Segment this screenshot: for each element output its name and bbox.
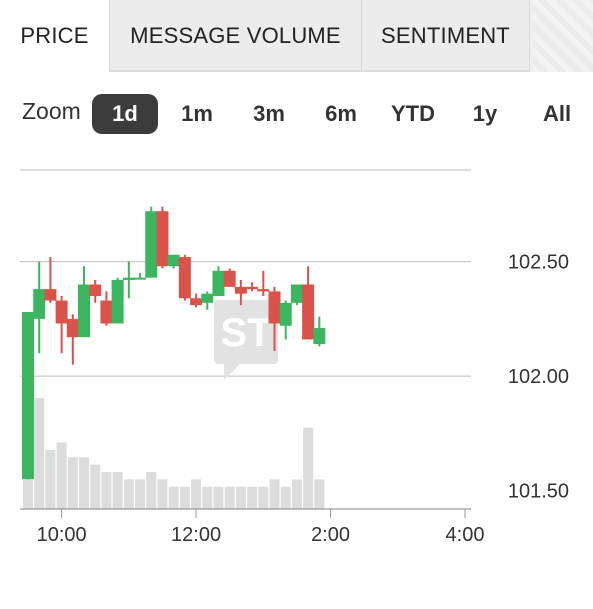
volume-bar bbox=[191, 479, 201, 509]
candle-down bbox=[100, 301, 112, 324]
volume-bar bbox=[124, 479, 134, 509]
x-tick-label: 2:00 bbox=[311, 524, 350, 546]
volume-bar bbox=[135, 479, 145, 509]
tab-bar: PRICE MESSAGE VOLUME SENTIMENT bbox=[0, 0, 593, 72]
zoom-all-button[interactable]: All bbox=[534, 94, 580, 134]
candle-down bbox=[235, 287, 247, 294]
candle-down bbox=[156, 211, 168, 266]
volume-bar bbox=[270, 479, 280, 509]
candle-up bbox=[33, 289, 45, 319]
candle-up bbox=[313, 328, 325, 344]
candle-up bbox=[201, 294, 213, 303]
volume-bar bbox=[157, 479, 167, 509]
y-tick-label: 101.50 bbox=[508, 481, 569, 503]
candle-up bbox=[123, 278, 135, 280]
tab-bar-pattern bbox=[533, 0, 593, 72]
y-tick-label: 102.50 bbox=[508, 252, 569, 274]
candle-up bbox=[78, 285, 90, 338]
candle-down bbox=[190, 298, 202, 305]
watermark-text: ST bbox=[220, 311, 271, 355]
volume-bar bbox=[225, 487, 235, 509]
volume-bar bbox=[180, 487, 190, 509]
volume-bar bbox=[303, 428, 313, 509]
volume-bar bbox=[68, 457, 78, 509]
x-tick-label: 10:00 bbox=[37, 524, 87, 546]
volume-bar bbox=[113, 472, 123, 509]
candles bbox=[22, 207, 325, 480]
candle-down bbox=[89, 285, 101, 296]
candle-down bbox=[302, 285, 314, 340]
volume-bars bbox=[23, 398, 324, 509]
candle-up bbox=[134, 278, 146, 280]
candle-down bbox=[44, 289, 56, 300]
zoom-ytd-button[interactable]: YTD bbox=[382, 94, 444, 134]
candle-up bbox=[291, 285, 303, 303]
price-chart: ST 101.50 102.00 102.50 10:00 12:00 2:00 4:00 bbox=[0, 150, 593, 609]
volume-bar bbox=[258, 487, 268, 509]
candle-down bbox=[246, 287, 258, 289]
candle-down bbox=[56, 301, 68, 324]
y-axis: 101.50 102.00 102.50 bbox=[508, 252, 569, 503]
candle-down bbox=[269, 291, 281, 323]
y-tick-label: 102.00 bbox=[508, 366, 569, 388]
zoom-label: Zoom bbox=[22, 98, 81, 125]
zoom-6m-button[interactable]: 6m bbox=[316, 94, 366, 134]
zoom-1d-button[interactable]: 1d bbox=[92, 94, 158, 134]
volume-bar bbox=[247, 487, 257, 509]
volume-bar bbox=[236, 487, 246, 509]
candle-down bbox=[67, 319, 79, 337]
volume-bar bbox=[146, 472, 156, 509]
volume-bar bbox=[281, 487, 291, 509]
volume-bar bbox=[23, 479, 33, 509]
candle-up bbox=[280, 303, 292, 326]
candle-up bbox=[22, 312, 34, 479]
volume-bar bbox=[314, 479, 324, 509]
volume-bar bbox=[79, 457, 89, 509]
candle-down bbox=[224, 271, 236, 287]
zoom-3m-button[interactable]: 3m bbox=[244, 94, 294, 134]
x-tick-label: 12:00 bbox=[171, 524, 221, 546]
candle-up bbox=[212, 271, 224, 296]
volume-bar bbox=[57, 442, 67, 509]
tab-price[interactable]: PRICE bbox=[0, 0, 109, 72]
candle-up bbox=[145, 211, 157, 277]
volume-bar bbox=[101, 472, 111, 509]
volume-bar bbox=[45, 450, 55, 509]
candle-up bbox=[168, 255, 180, 266]
volume-bar bbox=[90, 465, 100, 509]
candle-down bbox=[179, 257, 191, 298]
tab-message-volume[interactable]: MESSAGE VOLUME bbox=[109, 0, 361, 72]
volume-bar bbox=[292, 479, 302, 509]
tab-sentiment[interactable]: SENTIMENT bbox=[361, 0, 530, 72]
volume-bar bbox=[202, 487, 212, 509]
x-axis: 10:00 12:00 2:00 4:00 bbox=[20, 509, 484, 546]
candle-up bbox=[112, 280, 124, 324]
x-tick-label: 4:00 bbox=[446, 524, 485, 546]
volume-bar bbox=[34, 398, 44, 509]
stocktwits-watermark: ST bbox=[214, 300, 278, 380]
zoom-1m-button[interactable]: 1m bbox=[172, 94, 222, 134]
volume-bar bbox=[213, 487, 223, 509]
zoom-1y-button[interactable]: 1y bbox=[462, 94, 508, 134]
volume-bar bbox=[169, 487, 179, 509]
candle-down bbox=[257, 289, 269, 291]
zoom-bar: Zoom 1d 1m 3m 6m YTD 1y All bbox=[0, 92, 593, 136]
